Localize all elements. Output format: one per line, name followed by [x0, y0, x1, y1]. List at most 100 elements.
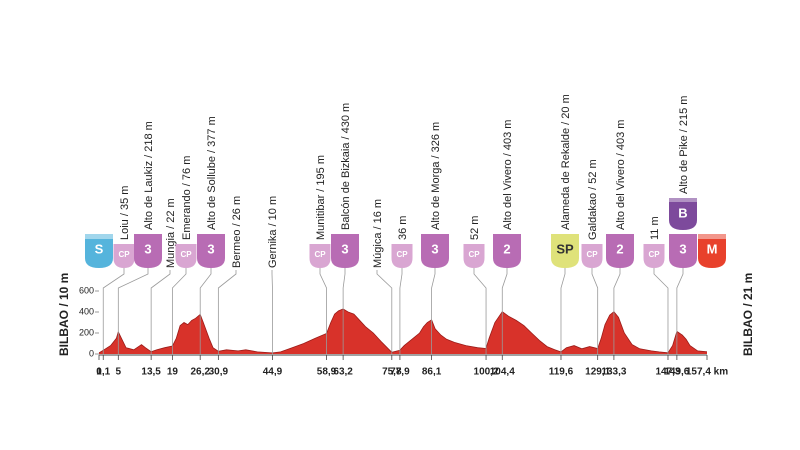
- waypoint-label: 36 m: [397, 216, 409, 240]
- marker-text: CP: [180, 250, 192, 259]
- x-tick-label: 157,4 km: [686, 367, 728, 378]
- marker-icon: [85, 234, 113, 268]
- connector: [150, 270, 171, 354]
- marker-text: CP: [586, 250, 598, 259]
- x-tick-label: 133,3: [601, 367, 626, 378]
- x-tick-label: 77,9: [390, 367, 410, 378]
- marker-icon: [698, 234, 726, 268]
- waypoint-label: Alto de Laukiz / 218 m: [143, 121, 155, 230]
- waypoint-label: 52 m: [469, 216, 481, 240]
- x-tick-label: 19: [167, 367, 179, 378]
- waypoint-label: Loiu / 35 m: [119, 186, 131, 240]
- connector: [501, 268, 508, 354]
- marker-text: 3: [341, 241, 348, 256]
- x-tick-label: 75,8: [382, 367, 402, 378]
- connector: [399, 268, 403, 354]
- marker-icon: [493, 234, 521, 268]
- connector: [591, 268, 599, 354]
- waypoint-label: Balcón de Bizkaia / 430 m: [340, 103, 352, 230]
- connector: [117, 268, 149, 354]
- waypoint-label: Gernika / 10 m: [267, 196, 279, 268]
- waypoint-label: Múgica / 16 m: [372, 199, 384, 268]
- marker-text: SP: [556, 241, 574, 256]
- waypoint-label: Alto de Pike / 215 m: [678, 96, 690, 194]
- x-tick-label: 86,1: [422, 367, 442, 378]
- x-tick-label: 147,3: [655, 367, 680, 378]
- marker-text: M: [707, 241, 718, 256]
- x-tick-label: 30,9: [209, 367, 229, 378]
- waypoint-label: Alto de Sollube / 377 m: [206, 116, 218, 230]
- connector: [319, 268, 327, 354]
- connector: [613, 268, 621, 354]
- marker-icon: [134, 234, 162, 268]
- connector: [473, 268, 487, 354]
- marker-text: S: [95, 241, 104, 256]
- marker-text: CP: [648, 250, 660, 259]
- connector: [560, 268, 566, 354]
- marker-text: 3: [679, 241, 686, 256]
- marker-icon: [581, 244, 603, 268]
- marker-text: 2: [503, 241, 510, 256]
- connector: [199, 268, 212, 354]
- waypoint-label: Emerando / 76 m: [181, 156, 193, 240]
- marker-text: 3: [207, 241, 214, 256]
- connector: [342, 268, 346, 354]
- marker-icon: [391, 244, 413, 268]
- connector: [171, 268, 187, 354]
- y-tick-label: 200: [79, 327, 94, 337]
- x-tick-label: 44,9: [263, 367, 283, 378]
- connector: [431, 268, 436, 354]
- marker-band: [85, 234, 113, 239]
- marker-icon: [421, 234, 449, 268]
- x-tick-label: 100,2: [474, 367, 499, 378]
- marker-icon: [551, 234, 579, 268]
- waypoint-label: Mungia / 22 m: [165, 198, 177, 268]
- waypoint-label: Galdakao / 52 m: [587, 159, 599, 240]
- bonus-text: B: [678, 205, 687, 220]
- y-tick-label: 600: [79, 285, 94, 295]
- connector: [217, 270, 237, 354]
- marker-icon: [463, 244, 485, 268]
- connector: [653, 268, 669, 354]
- x-tick-label: 0: [96, 367, 102, 378]
- marker-icon: [643, 244, 665, 268]
- x-tick-label: 119,6: [549, 367, 574, 378]
- waypoint-label: Alto de Morga / 326 m: [430, 122, 442, 230]
- marker-icon: [331, 234, 359, 268]
- marker-text: CP: [468, 250, 480, 259]
- waypoint-label: Bermeo / 26 m: [231, 196, 243, 268]
- marker-text: 2: [616, 241, 623, 256]
- waypoint-label: Munitibar / 195 m: [315, 155, 327, 240]
- finish-label: BILBAO / 21 m: [741, 273, 755, 356]
- x-tick-label: 149,6: [664, 367, 689, 378]
- y-tick-label: 0: [89, 348, 94, 358]
- marker-icon: [175, 244, 197, 268]
- marker-icon: [606, 234, 634, 268]
- marker-icon: [197, 234, 225, 268]
- marker-text: CP: [118, 250, 130, 259]
- x-tick-label: 63,2: [333, 367, 353, 378]
- x-tick-label: 104,4: [490, 367, 515, 378]
- marker-text: CP: [396, 250, 408, 259]
- profile-line: [98, 308, 708, 354]
- y-tick-label: 400: [79, 306, 94, 316]
- x-tick-label: 26,2: [190, 367, 210, 378]
- marker-text: 3: [144, 241, 151, 256]
- marker-icon: [113, 244, 135, 268]
- x-tick-label: 129,1: [585, 367, 610, 378]
- marker-text: 3: [431, 241, 438, 256]
- waypoint-label: Alameda de Rekalde / 20 m: [560, 94, 572, 230]
- connector: [376, 270, 393, 354]
- connector: [676, 268, 684, 354]
- bonus-icon: [669, 198, 697, 230]
- marker-band: [698, 234, 726, 239]
- x-tick-label: 1,1: [96, 367, 110, 378]
- marker-icon: [309, 244, 331, 268]
- waypoint-label: Alto del Vivero / 403 m: [615, 120, 627, 230]
- profile-fill: [99, 308, 707, 354]
- connector: [102, 268, 125, 354]
- start-label: BILBAO / 10 m: [57, 273, 71, 356]
- marker-text: CP: [314, 250, 326, 259]
- x-tick-label: 13,5: [141, 367, 161, 378]
